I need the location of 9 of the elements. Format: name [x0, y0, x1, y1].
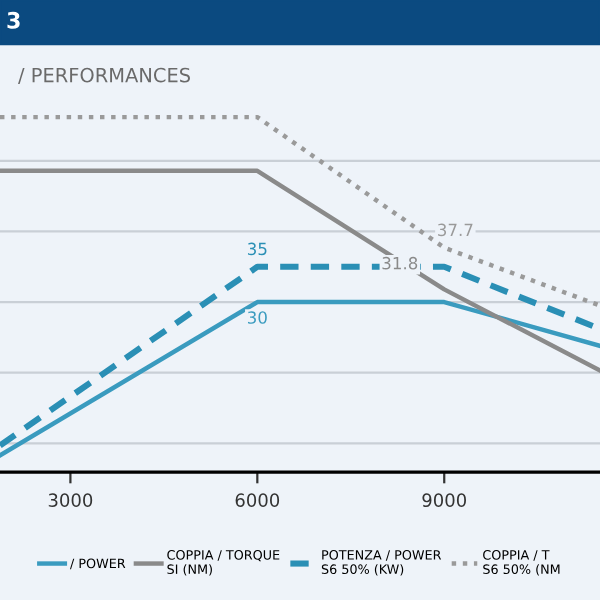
chart-title: 3: [7, 11, 20, 29]
data-label: 35: [247, 242, 267, 256]
chart-subtitle: / PERFORMANCES: [18, 67, 190, 84]
data-label: 37.7: [438, 223, 473, 237]
data-label: 30: [247, 311, 267, 324]
x-tick-label: 6000: [235, 493, 280, 508]
x-tick-label: 3000: [48, 493, 93, 508]
data-label: 31.8: [382, 256, 418, 270]
x-tick-label: 9000: [422, 493, 467, 508]
